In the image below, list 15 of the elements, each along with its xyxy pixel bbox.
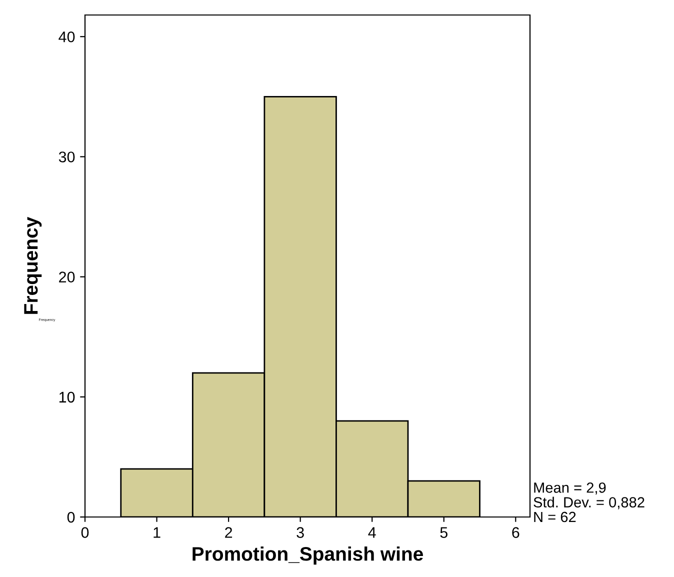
x-axis-title: Promotion_Spanish wine (192, 546, 423, 565)
x-tick-label: 2 (225, 527, 232, 538)
x-tick-label: 1 (154, 527, 160, 538)
x-tick-label: 4 (368, 527, 376, 538)
y-tick-label: 0 (67, 512, 75, 523)
y-tick-label: 20 (59, 272, 75, 282)
y-tick-label: 40 (58, 31, 75, 42)
x-tick-label: 6 (512, 527, 520, 538)
y-tick-label: 10 (59, 392, 75, 403)
x-tick-label: 3 (296, 527, 304, 538)
x-tick-label: 5 (440, 527, 448, 538)
y-axis-title: Frequency (24, 216, 42, 314)
y-tick-label: 30 (58, 152, 75, 162)
text: Mean = 2,9 Std. Dev. = 0,882 N = 62 (534, 482, 644, 522)
x-tick-label: 0 (81, 527, 89, 538)
